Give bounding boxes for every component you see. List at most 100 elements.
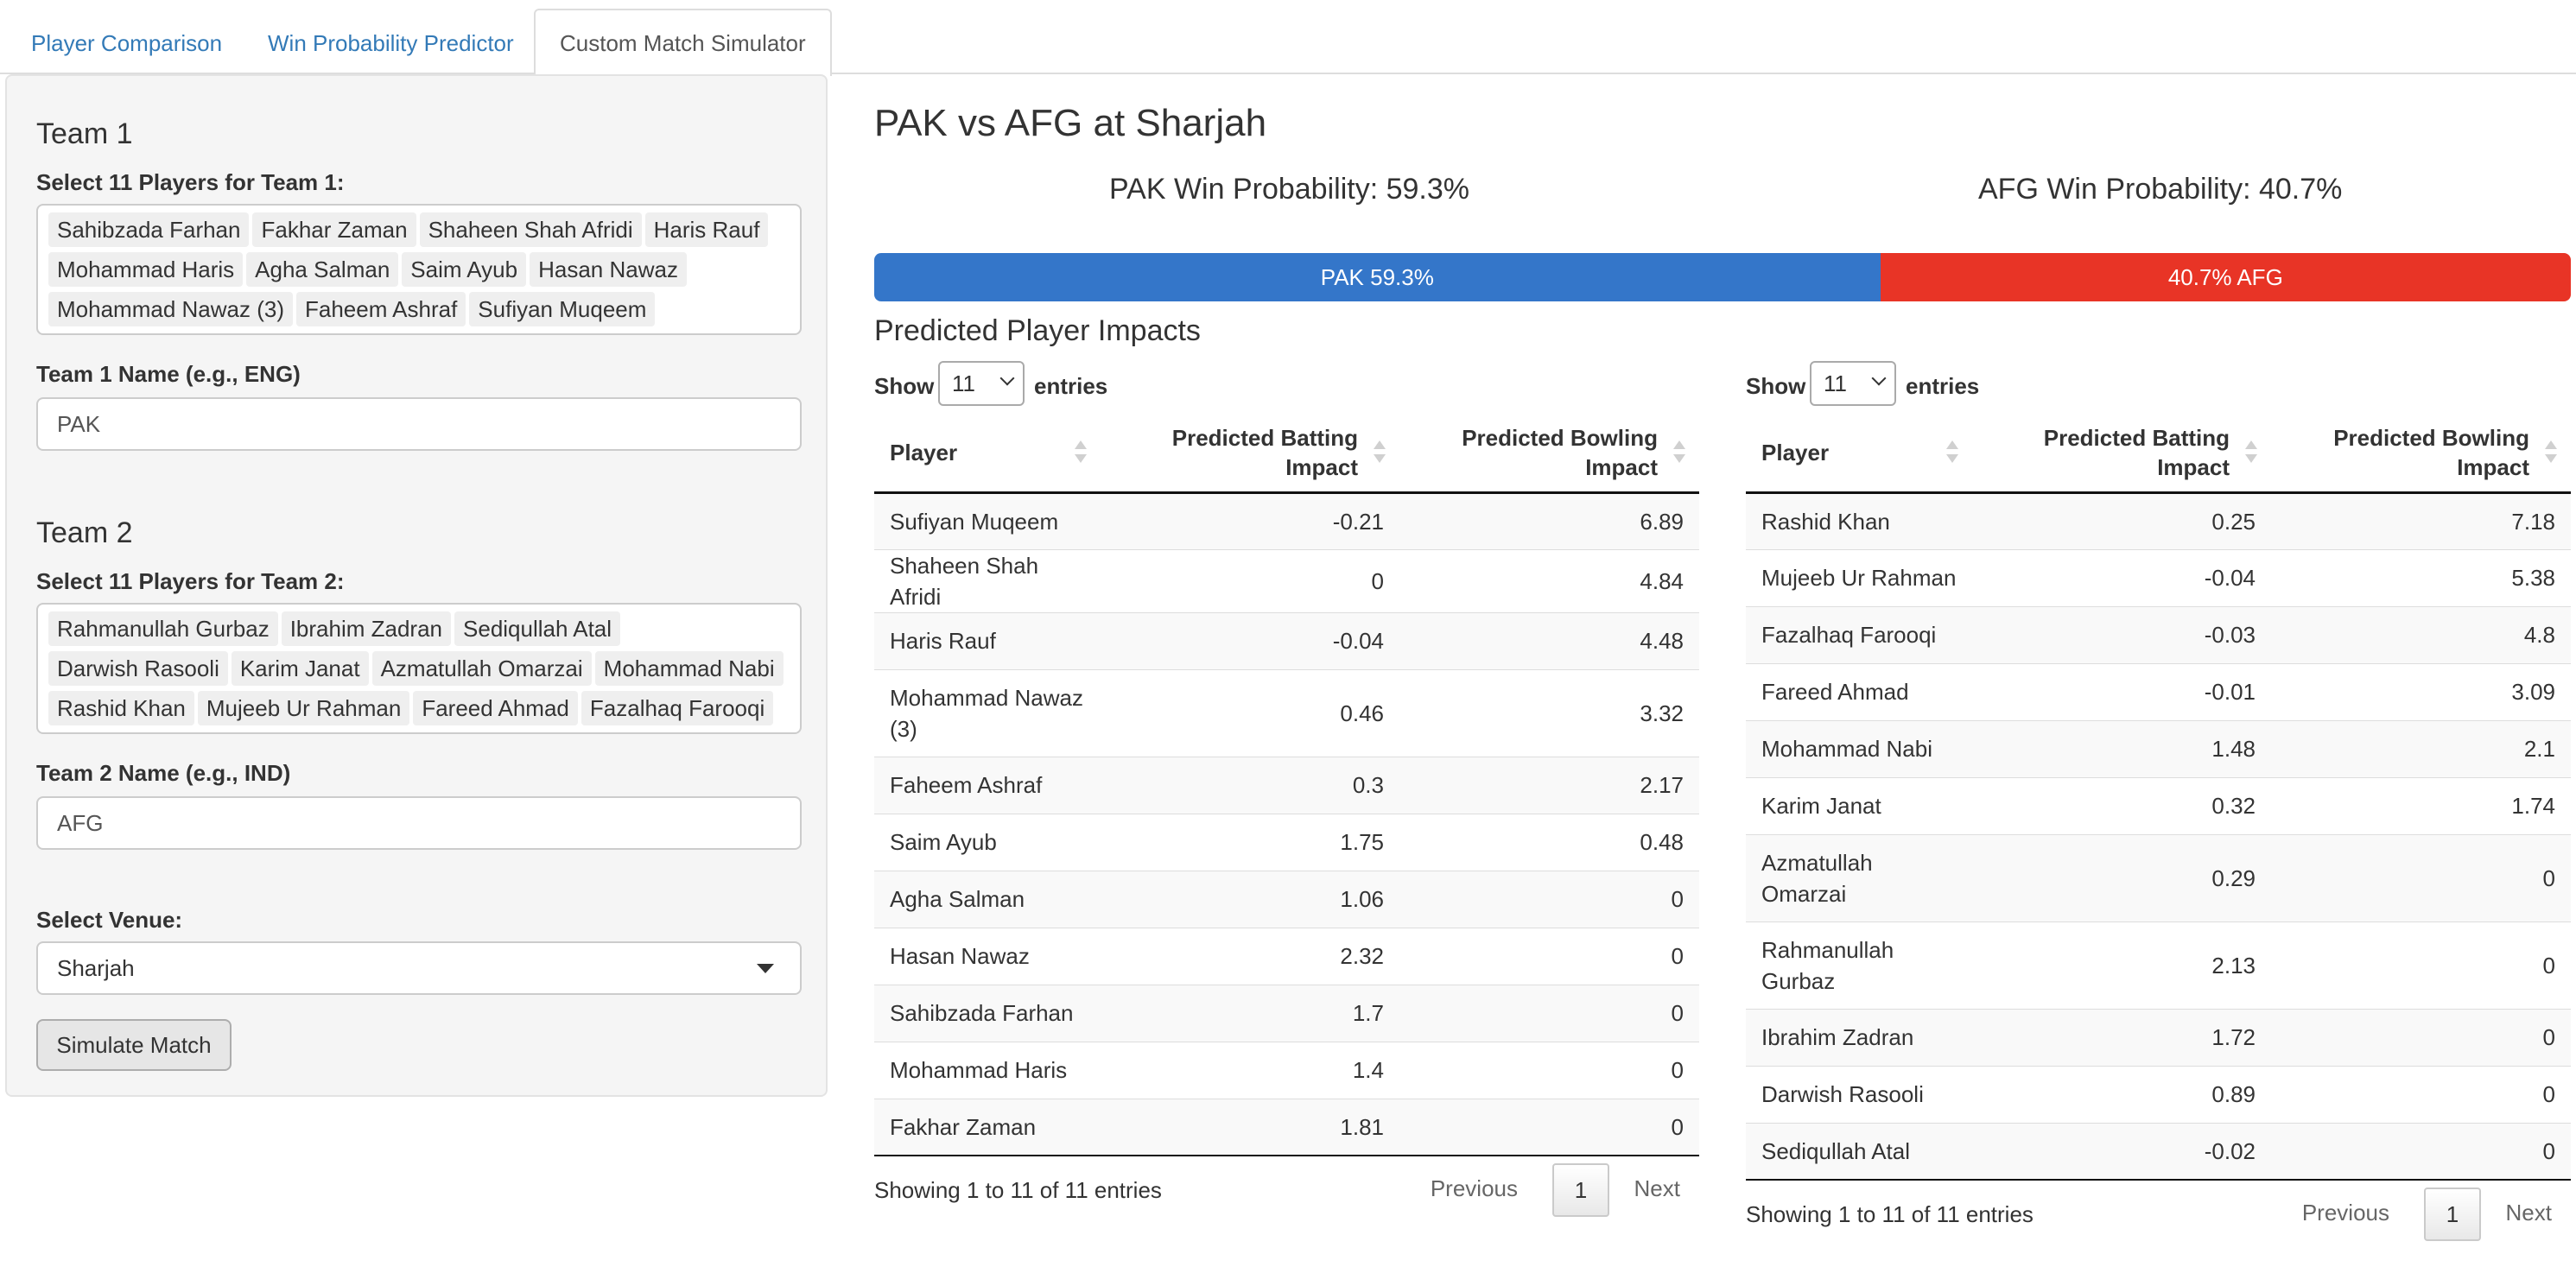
bowling-impact-cell: 2.17: [1399, 756, 1699, 814]
table-row: Hasan Nawaz 2.32 0: [874, 927, 1699, 985]
player-name-cell: Shaheen Shah Afridi: [874, 548, 1101, 612]
team1-name-label: Team 1 Name (e.g., ENG): [36, 361, 301, 387]
team2-heading: Team 2: [36, 516, 133, 549]
table-row: Haris Rauf -0.04 4.48: [874, 611, 1699, 669]
batting-impact-cell: -0.04: [1972, 548, 2271, 606]
page-1-button[interactable]: 1: [1552, 1163, 1609, 1217]
team1-probability-segment: PAK 59.3%: [874, 253, 1881, 301]
batting-impact-cell: 1.48: [1972, 719, 2271, 777]
bowling-impact-cell: 3.09: [2271, 662, 2571, 720]
previous-page-button[interactable]: Previous: [1430, 1175, 1518, 1201]
player-chip[interactable]: Sahibzada Farhan: [48, 212, 250, 247]
player-chip[interactable]: Agha Salman: [246, 252, 399, 287]
batting-impact-cell: 1.75: [1101, 813, 1399, 871]
table-row: Agha Salman 1.06 0: [874, 870, 1699, 928]
column-header-label: Predicted Bowling Impact: [1462, 425, 1658, 481]
impact-table: Player Predicted Batting Impact Predicte…: [1746, 415, 2571, 1181]
player-chip[interactable]: Ibrahim Zadran: [281, 611, 452, 646]
table-row: Sediqullah Atal -0.02 0: [1746, 1122, 2571, 1181]
previous-page-button[interactable]: Previous: [2301, 1200, 2389, 1226]
table-row: Azmatullah Omarzai 0.29 0: [1746, 833, 2571, 922]
player-name-cell: Sufiyan Muqeem: [874, 491, 1101, 549]
bowling-impact-cell: 4.48: [1399, 611, 1699, 669]
player-name-cell: Agha Salman: [874, 870, 1101, 928]
show-label: Show: [874, 373, 935, 399]
tab-custom-match-simulator[interactable]: Custom Match Simulator: [534, 9, 832, 76]
next-page-button[interactable]: Next: [2505, 1200, 2552, 1226]
player-name-cell: Mohammad Nabi: [1746, 719, 1972, 777]
bowling-impact-cell: 2.1: [2271, 719, 2571, 777]
tab-win-probability-predictor[interactable]: Win Probability Predictor: [268, 30, 514, 56]
player-chip[interactable]: Azmatullah Omarzai: [371, 651, 592, 686]
batting-impact-cell: 0.25: [1972, 491, 2271, 549]
sort-icon: [1075, 440, 1088, 466]
page-1-button[interactable]: 1: [2424, 1188, 2481, 1241]
player-chip[interactable]: Faheem Ashraf: [295, 292, 466, 326]
column-header-bowling[interactable]: Predicted Bowling Impact: [1399, 415, 1699, 494]
venue-select[interactable]: Sharjah: [36, 941, 802, 995]
win-probability-bar: PAK 59.3% 40.7% AFG: [874, 253, 2571, 301]
page-length-select[interactable]: 11: [1810, 361, 1896, 406]
team1-name-input[interactable]: PAK: [36, 397, 802, 451]
player-name-cell: Hasan Nawaz: [874, 927, 1101, 985]
column-header-player[interactable]: Player: [1746, 415, 1972, 494]
column-header-player[interactable]: Player: [874, 415, 1101, 494]
player-name-cell: Saim Ayub: [874, 813, 1101, 871]
venue-select-value: Sharjah: [57, 955, 135, 981]
team1-player-select[interactable]: Sahibzada Farhan Fakhar Zaman Shaheen Shah…: [36, 204, 802, 335]
table-info: Showing 1 to 11 of 11 entries: [1746, 1201, 2034, 1227]
table-row: Ibrahim Zadran 1.72 0: [1746, 1008, 2571, 1066]
player-chip[interactable]: Mohammad Nabi: [594, 651, 784, 686]
table-row: Sahibzada Farhan 1.7 0: [874, 984, 1699, 1042]
simulate-match-button[interactable]: Simulate Match: [36, 1019, 232, 1071]
player-chip[interactable]: Sediqullah Atal: [454, 611, 621, 646]
player-chip[interactable]: Fareed Ahmad: [413, 691, 578, 725]
column-header-batting[interactable]: Predicted Batting Impact: [1972, 415, 2271, 494]
batting-impact-cell: 0.29: [1972, 833, 2271, 922]
player-name-cell: Sahibzada Farhan: [874, 984, 1101, 1042]
sidebar-panel: Team 1 Select 11 Players for Team 1: Sah…: [5, 74, 828, 1097]
batting-impact-cell: -0.04: [1101, 611, 1399, 669]
team2-name-input[interactable]: AFG: [36, 796, 802, 850]
bowling-impact-cell: 4.84: [1399, 548, 1699, 612]
batting-impact-cell: 2.13: [1972, 921, 2271, 1009]
player-chip[interactable]: Darwish Rasooli: [48, 651, 228, 686]
player-chip[interactable]: Shaheen Shah Afridi: [419, 212, 642, 247]
match-title: PAK vs AFG at Sharjah: [874, 102, 1267, 144]
chevron-down-icon: [1871, 370, 1887, 386]
team1-win-probability: PAK Win Probability: 59.3%: [1109, 173, 1469, 206]
team2-select-label: Select 11 Players for Team 2:: [36, 568, 345, 594]
sort-icon: [2545, 440, 2559, 466]
player-chip[interactable]: Fazalhaq Farooqi: [581, 691, 774, 725]
player-chip[interactable]: Mujeeb Ur Rahman: [197, 691, 410, 725]
player-chip[interactable]: Mohammad Nawaz (3): [48, 292, 293, 326]
player-chip[interactable]: Sufiyan Muqeem: [469, 292, 656, 326]
table-row: Saim Ayub 1.75 0.48: [874, 813, 1699, 871]
table-row: Rahmanullah Gurbaz 2.13 0: [1746, 921, 2571, 1009]
team2-probability-segment: 40.7% AFG: [1880, 253, 2571, 301]
impacts-heading: Predicted Player Impacts: [874, 314, 1201, 347]
player-name-cell: Fakhar Zaman: [874, 1098, 1101, 1156]
next-page-button[interactable]: Next: [1634, 1175, 1680, 1201]
column-header-bowling[interactable]: Predicted Bowling Impact: [2271, 415, 2571, 494]
player-chip[interactable]: Fakhar Zaman: [252, 212, 416, 247]
team1-select-label: Select 11 Players for Team 1:: [36, 169, 345, 195]
player-chip[interactable]: Mohammad Haris: [48, 252, 244, 287]
bowling-impact-cell: 6.89: [1399, 491, 1699, 549]
batting-impact-cell: -0.01: [1972, 662, 2271, 720]
player-chip[interactable]: Rahmanullah Gurbaz: [48, 611, 278, 646]
team2-player-select[interactable]: Rahmanullah Gurbaz Ibrahim Zadran Sediqull…: [36, 603, 802, 734]
player-chip[interactable]: Saim Ayub: [402, 252, 527, 287]
tab-player-comparison[interactable]: Player Comparison: [31, 30, 223, 56]
player-chip[interactable]: Karim Janat: [231, 651, 369, 686]
table-row: Mohammad Nawaz (3) 0.46 3.32: [874, 668, 1699, 757]
page-length-select[interactable]: 11: [938, 361, 1025, 406]
column-header-batting[interactable]: Predicted Batting Impact: [1101, 415, 1399, 494]
player-chip[interactable]: Haris Rauf: [644, 212, 769, 247]
bowling-impact-cell: 0: [2271, 1065, 2571, 1123]
player-chip[interactable]: Hasan Nawaz: [530, 252, 687, 287]
player-chip[interactable]: Rashid Khan: [48, 691, 194, 725]
player-name-cell: Mohammad Haris: [874, 1041, 1101, 1099]
player-name-cell: Haris Rauf: [874, 611, 1101, 669]
batting-impact-cell: 1.4: [1101, 1041, 1399, 1099]
